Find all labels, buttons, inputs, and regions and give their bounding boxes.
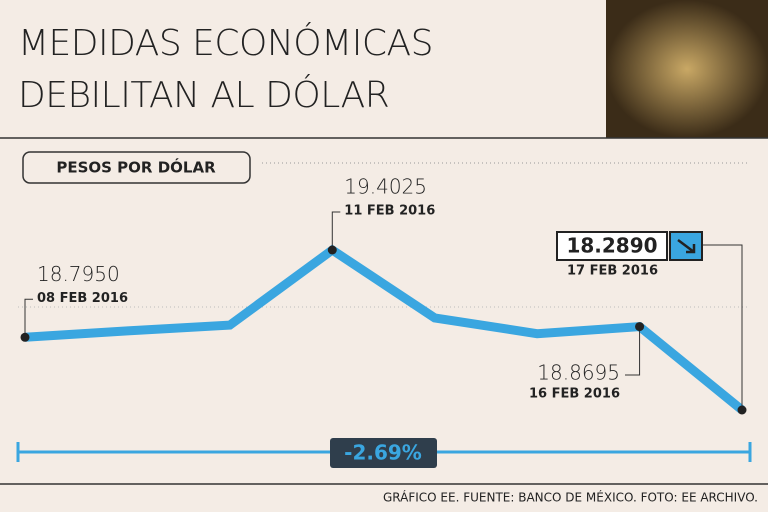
point	[20, 332, 30, 342]
leader-line	[331, 211, 341, 250]
date-label: 17 FEB 2016	[567, 264, 658, 279]
change-label: -2.69%	[344, 441, 422, 465]
date-label: 08 FEB 2016	[37, 291, 128, 306]
leader-line	[702, 244, 743, 410]
arrow	[677, 239, 696, 254]
value-label: 19.4025	[344, 175, 427, 199]
leader-line	[24, 298, 33, 338]
date-label: 16 FEB 2016	[529, 387, 620, 402]
title: MEDIDAS ECONÓMICAS	[18, 22, 433, 64]
point	[635, 322, 645, 332]
value-label: 18.8695	[537, 361, 620, 385]
subtitle-box	[22, 151, 251, 184]
date-label: 11 FEB 2016	[344, 204, 435, 219]
change-box	[330, 438, 437, 468]
value-label: 18.2890	[566, 234, 657, 258]
line	[24, 244, 745, 414]
title: DEBILITAN AL DÓLAR	[18, 74, 389, 116]
subtitle: PESOS POR DÓLAR	[56, 158, 216, 177]
value-label: 18.7950	[37, 262, 120, 286]
point	[327, 245, 337, 255]
photo-shade	[606, 0, 768, 138]
value-box	[556, 231, 668, 261]
source: GRÁFICO EE. FUENTE: BANCO DE MÉXICO. FOT…	[383, 490, 758, 505]
leader-line	[625, 326, 641, 376]
point	[737, 405, 747, 415]
